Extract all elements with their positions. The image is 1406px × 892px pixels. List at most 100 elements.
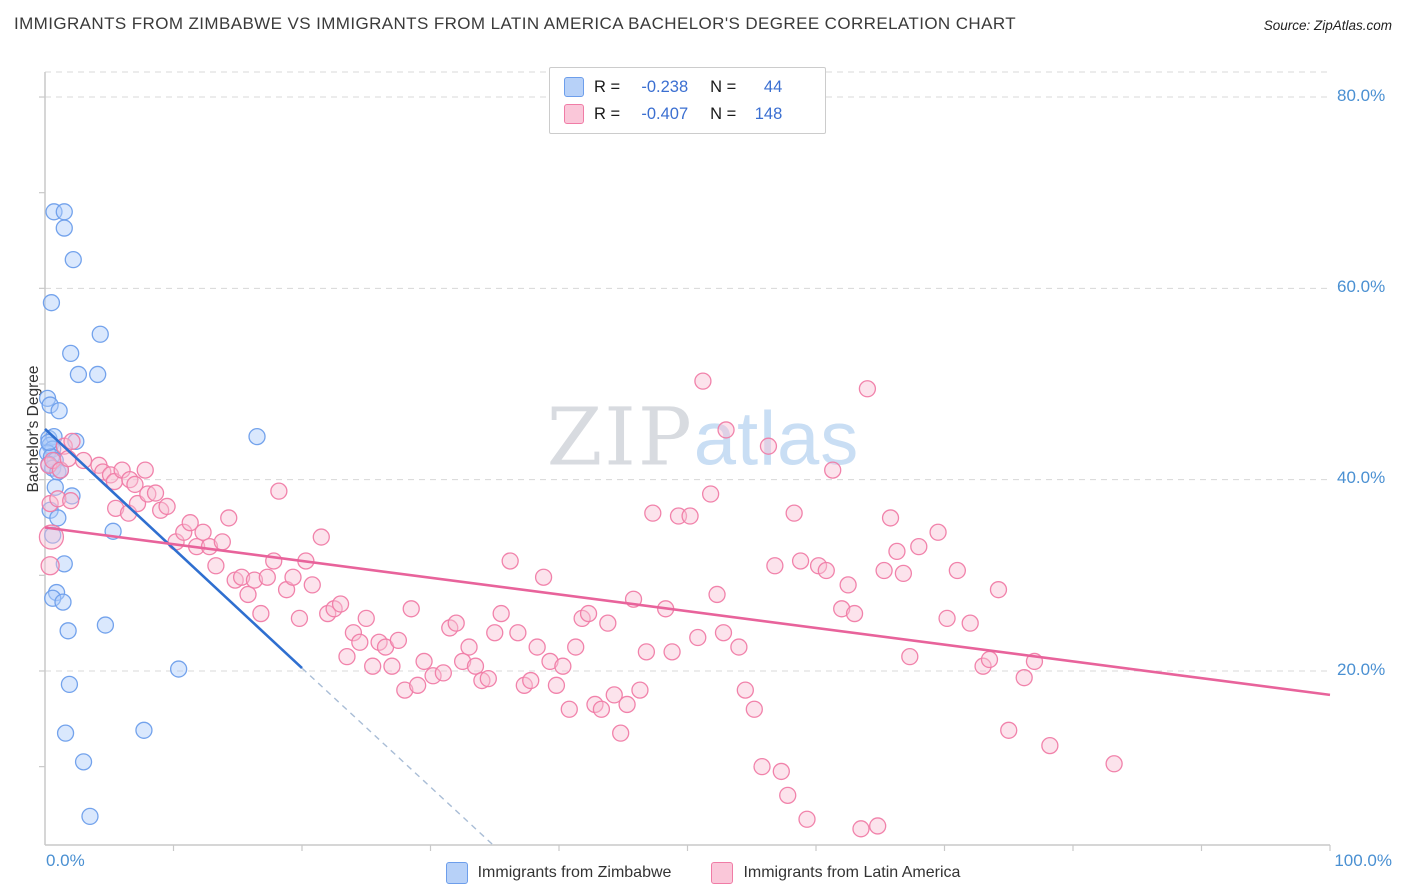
- data-point: [501, 552, 519, 570]
- y-tick-label-60: 60.0%: [1337, 277, 1386, 296]
- data-point: [881, 509, 900, 527]
- data-point: [62, 492, 80, 510]
- x-tick-label-100: 100.0%: [1334, 851, 1392, 870]
- data-point: [338, 647, 356, 666]
- data-point: [852, 820, 870, 838]
- data-point: [447, 614, 465, 632]
- data-point: [270, 482, 288, 500]
- legend-label-zimbabwe: Immigrants from Zimbabwe: [477, 864, 672, 881]
- data-point: [126, 475, 144, 494]
- data-point: [42, 294, 61, 312]
- data-point: [766, 557, 784, 575]
- data-point: [681, 507, 699, 525]
- trendline-extension: [301, 667, 493, 845]
- data-point: [383, 657, 401, 675]
- data-point: [509, 624, 527, 642]
- data-point: [408, 676, 427, 694]
- data-point: [901, 647, 919, 666]
- data-point: [694, 372, 712, 390]
- data-point: [44, 589, 62, 607]
- legend-row-zimbabwe: R = -0.238 N = 44: [564, 77, 811, 97]
- data-point: [59, 449, 77, 468]
- r-label: R =: [594, 77, 621, 96]
- data-point: [239, 585, 257, 604]
- data-point: [689, 628, 707, 647]
- data-point: [55, 203, 73, 221]
- data-point: [1000, 721, 1018, 739]
- data-point: [534, 568, 553, 586]
- data-point: [44, 526, 62, 544]
- data-point: [644, 504, 662, 522]
- legend-row-latin-america: R = -0.407 N = 148: [564, 104, 811, 124]
- page-title: IMMIGRANTS FROM ZIMBABWE VS IMMIGRANTS F…: [14, 14, 1016, 33]
- r-value-latin-america: -0.407: [641, 104, 689, 123]
- data-point: [175, 523, 193, 541]
- data-point: [605, 686, 623, 704]
- data-point: [135, 721, 153, 739]
- zimbabwe-swatch-icon: [564, 77, 584, 97]
- data-point: [248, 427, 266, 446]
- source-attribution: Source: ZipAtlas.com: [1263, 18, 1392, 33]
- data-point: [89, 365, 107, 384]
- data-point: [357, 609, 375, 628]
- data-point: [74, 753, 93, 771]
- data-point: [717, 421, 735, 439]
- data-point: [663, 643, 681, 661]
- data-point: [63, 432, 81, 451]
- data-point: [714, 624, 733, 642]
- data-point: [612, 724, 630, 742]
- data-point: [303, 576, 321, 594]
- watermark-zip: ZIP: [546, 390, 694, 484]
- data-point: [453, 652, 472, 671]
- r-label: R =: [594, 104, 621, 123]
- zimbabwe-swatch-icon: [445, 862, 468, 884]
- data-point: [158, 497, 176, 516]
- data-point: [232, 568, 251, 586]
- data-point: [38, 524, 65, 550]
- data-point: [492, 604, 510, 623]
- data-point: [364, 657, 382, 675]
- data-point: [875, 561, 893, 580]
- data-point: [62, 344, 80, 363]
- data-point: [938, 609, 956, 628]
- data-point: [213, 533, 231, 551]
- data-point: [107, 499, 125, 518]
- data-point: [772, 762, 790, 781]
- data-point: [181, 514, 199, 532]
- data-point: [59, 622, 77, 640]
- data-point: [252, 604, 270, 623]
- legend-item-zimbabwe: Immigrants from Zimbabwe: [445, 862, 672, 884]
- data-point: [473, 671, 491, 690]
- data-point: [730, 638, 748, 656]
- data-point: [554, 657, 572, 675]
- data-point: [522, 671, 540, 690]
- data-point: [894, 564, 913, 583]
- data-point: [466, 657, 485, 675]
- data-point: [41, 396, 59, 414]
- data-point: [290, 609, 309, 628]
- data-point: [146, 484, 165, 502]
- legend-label-latin-america: Immigrants from Latin America: [743, 864, 961, 881]
- data-point: [929, 523, 947, 541]
- data-point: [869, 817, 887, 835]
- data-point: [541, 652, 559, 671]
- data-point: [547, 676, 566, 694]
- data-point: [415, 652, 433, 671]
- data-point: [245, 571, 264, 589]
- data-point: [49, 509, 67, 527]
- data-point: [736, 681, 754, 699]
- series-legend: Immigrants from Zimbabwe Immigrants from…: [0, 862, 1406, 884]
- data-point: [389, 631, 408, 650]
- data-point: [479, 669, 497, 688]
- data-point: [169, 660, 188, 678]
- data-point: [351, 633, 369, 651]
- data-point: [74, 451, 93, 470]
- zipatlas-watermark: ZIPatlas: [547, 391, 860, 484]
- data-point: [637, 643, 656, 661]
- r-value-zimbabwe: -0.238: [641, 77, 689, 96]
- data-point: [753, 757, 771, 776]
- data-point: [424, 667, 442, 685]
- trendline: [44, 428, 303, 670]
- data-point: [331, 595, 350, 613]
